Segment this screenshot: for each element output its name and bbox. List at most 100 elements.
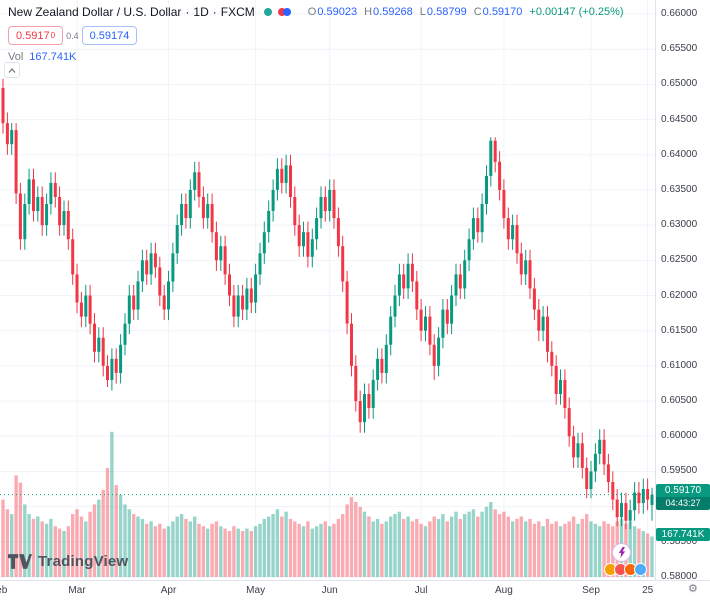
reaction-emoji-icon[interactable] <box>634 563 647 576</box>
candle <box>524 249 528 285</box>
candle <box>602 429 606 475</box>
symbol-title[interactable]: New Zealand Dollar / U.S. Dollar <box>8 5 182 19</box>
candle <box>559 369 562 405</box>
candle <box>646 478 650 511</box>
candle <box>45 193 49 236</box>
volume-bar <box>393 514 397 577</box>
candle <box>397 263 401 307</box>
volume-bar <box>118 494 123 577</box>
volume-bar <box>428 521 432 577</box>
volume-bar <box>57 528 62 577</box>
volume-bar <box>645 533 650 577</box>
volume-label: Vol <box>8 51 24 63</box>
chart-legend: New Zealand Dollar / U.S. Dollar · 1D · … <box>8 5 624 63</box>
low-value: 0.58799 <box>426 6 467 18</box>
sell-button[interactable]: 0.5917 0 <box>8 26 64 45</box>
candle <box>62 200 66 236</box>
bar-countdown: 04:43:27 <box>656 496 710 510</box>
volume-bar <box>210 523 214 577</box>
volume-bar <box>371 521 375 577</box>
candle <box>415 270 419 321</box>
volume-bar <box>288 518 293 577</box>
candle <box>79 292 83 328</box>
candle <box>293 186 297 236</box>
price-axis-label: 0.58000 <box>661 571 698 582</box>
candle <box>358 390 362 433</box>
candle <box>511 214 515 250</box>
candle <box>223 235 227 285</box>
buy-price: 0.59174 <box>89 29 130 42</box>
volume-bar <box>467 511 471 577</box>
candle <box>445 299 449 335</box>
low-label: L <box>419 6 426 18</box>
volume-bar <box>380 523 384 577</box>
sell-price: 0.5917 <box>16 29 50 42</box>
volume-bar <box>641 531 645 577</box>
volume-bar <box>240 531 245 577</box>
price-axis-label: 0.61500 <box>661 324 698 336</box>
volume-value: 167.741K <box>29 51 77 63</box>
volume-bar <box>476 516 480 577</box>
candle <box>132 284 136 321</box>
candle <box>210 193 214 243</box>
candle <box>502 179 506 229</box>
candle <box>88 284 92 335</box>
candle <box>5 112 9 155</box>
lightning-button[interactable] <box>612 543 631 562</box>
volume-bar <box>458 518 462 577</box>
volume-bar <box>145 523 149 577</box>
volume-bar <box>114 485 118 577</box>
candle <box>106 355 109 387</box>
price-axis-label: 0.59500 <box>661 465 698 477</box>
candle <box>498 151 502 201</box>
candle <box>27 168 31 215</box>
candle <box>541 306 545 342</box>
volume-bar <box>18 482 23 577</box>
candle <box>258 242 262 285</box>
time-axis[interactable]: Feb Mar Apr May Jun Jul Aug Sep 25 <box>0 580 710 600</box>
candle <box>598 429 602 465</box>
volume-bar <box>127 509 131 577</box>
candle <box>580 432 584 479</box>
volume-bar <box>571 516 576 577</box>
candle <box>280 158 284 194</box>
separator: · <box>185 5 190 19</box>
candle <box>201 186 205 229</box>
volume-bar <box>493 509 497 577</box>
candle <box>136 270 140 321</box>
candle <box>345 270 349 335</box>
candle <box>310 228 314 268</box>
time-axis-label: Jul <box>414 585 428 596</box>
time-axis-label: Sep <box>582 585 600 596</box>
candle <box>323 186 327 222</box>
candle <box>624 492 628 530</box>
legend-collapse-button[interactable] <box>4 62 20 78</box>
volume-bar <box>541 526 545 577</box>
axis-settings-gear-icon[interactable]: ⚙ <box>688 583 698 595</box>
candle <box>532 277 536 321</box>
volume-bar <box>66 526 70 577</box>
candle <box>458 263 462 299</box>
volume-bar <box>406 516 410 577</box>
price-axis-label: 0.60500 <box>661 395 698 407</box>
candle <box>180 193 184 236</box>
volume-bar <box>193 516 197 577</box>
volume-bar <box>497 514 502 577</box>
volume-bar <box>49 518 53 577</box>
price-axis-label: 0.62000 <box>661 289 698 301</box>
buy-button[interactable]: 0.59174 <box>81 26 138 45</box>
volume-bar <box>71 514 75 577</box>
volume-bar <box>40 521 44 577</box>
volume-bar <box>92 504 97 577</box>
candle <box>585 457 589 499</box>
timeframe-label[interactable]: 1D <box>193 5 209 19</box>
candle <box>1 78 5 134</box>
tradingview-logo[interactable]: TradingView <box>8 553 128 570</box>
price-axis[interactable]: 0.66000 0.65500 0.65000 0.64500 0.64000 0.635… <box>655 0 710 582</box>
volume-bar <box>140 518 145 577</box>
volume-bar <box>301 526 306 577</box>
reaction-emoji-row <box>604 563 647 576</box>
volume-bar <box>449 516 454 577</box>
volume-bar <box>175 516 179 577</box>
